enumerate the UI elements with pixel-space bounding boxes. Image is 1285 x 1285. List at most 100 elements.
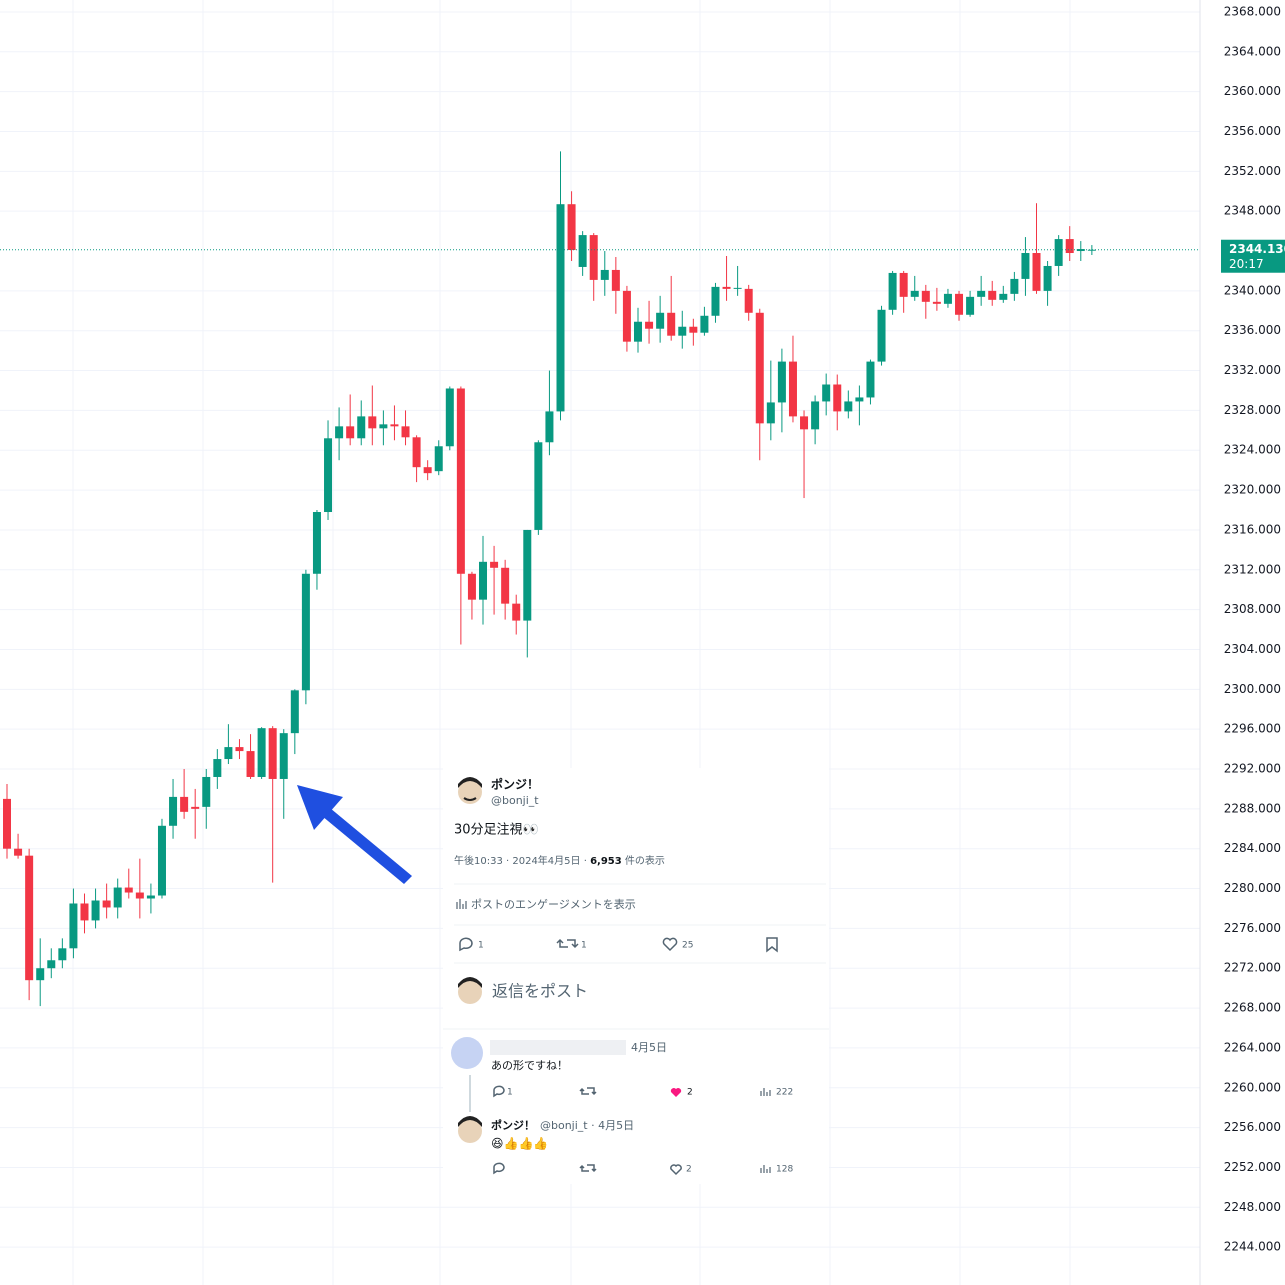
candle-body [113, 887, 122, 908]
y-tick-label: 2252.000 [1224, 1160, 1281, 1174]
candle-body [877, 309, 886, 362]
candle-body [645, 321, 654, 329]
candle-body [69, 903, 78, 949]
candle-body [899, 272, 908, 297]
y-tick-label: 2324.000 [1224, 443, 1281, 457]
reply-icon[interactable] [493, 1162, 505, 1175]
candle-body [932, 301, 941, 304]
blurred-name [490, 1040, 626, 1055]
candle-body [191, 806, 200, 809]
candle-body [512, 603, 521, 621]
candle-body [124, 887, 133, 893]
y-tick-label: 2312.000 [1224, 562, 1281, 576]
repost-icon[interactable] [556, 938, 579, 949]
y-tick-label: 2340.000 [1224, 283, 1281, 297]
candle-body [324, 438, 333, 513]
candle-body [257, 728, 266, 777]
views-label: 件の表示 [622, 854, 665, 867]
repost-icon[interactable] [579, 1087, 597, 1096]
candle-body [102, 900, 111, 908]
y-tick-label: 2292.000 [1224, 762, 1281, 776]
tweet-text: 30分足注視👀 [454, 823, 539, 838]
avatar [458, 977, 482, 1004]
like-count: 2 [686, 1165, 692, 1175]
candle-body [335, 426, 344, 439]
y-tick-label: 2304.000 [1224, 642, 1281, 656]
stats-icon [456, 899, 467, 909]
reply-prompt[interactable]: 返信をポスト [492, 982, 588, 1001]
candle-body [999, 293, 1008, 300]
candle-body [279, 733, 288, 779]
candle-body [943, 293, 952, 304]
y-tick-label: 2360.000 [1224, 84, 1281, 98]
candles [0, 151, 1200, 1007]
y-tick-label: 2356.000 [1224, 124, 1281, 138]
candle-body [224, 747, 233, 760]
candle-body [866, 361, 875, 398]
reply-icon[interactable] [459, 937, 473, 952]
candle-body [135, 892, 144, 899]
candle-body [268, 728, 277, 779]
candle-body [434, 446, 443, 472]
like-icon[interactable] [670, 1164, 682, 1176]
candle-body [755, 312, 764, 424]
candle-body [412, 437, 421, 468]
engagement-link[interactable]: ポストのエンゲージメントを表示 [471, 897, 636, 911]
candle-body [955, 293, 964, 315]
author[interactable]: ポンジ！ [491, 1118, 535, 1132]
candle-body [58, 948, 67, 961]
candle-body [700, 315, 709, 333]
candle-body [202, 776, 211, 807]
y-tick-label: 2348.000 [1224, 204, 1281, 218]
author[interactable]: ポンジ！ [491, 777, 539, 792]
repost-icon[interactable] [579, 1164, 597, 1173]
candle-body [888, 272, 897, 310]
y-tick-label: 2284.000 [1224, 841, 1281, 855]
y-tick-label: 2268.000 [1224, 1001, 1281, 1015]
candle-body [25, 855, 34, 981]
candle-body [611, 269, 620, 291]
y-tick-label: 2248.000 [1224, 1200, 1281, 1214]
reply-date: 4月5日 [631, 1041, 667, 1054]
candle-body [589, 235, 598, 280]
blurred-avatar [451, 1037, 483, 1069]
last-price-box [1221, 239, 1285, 273]
handle[interactable]: @bonji_t [491, 794, 539, 807]
handle-date: @bonji_t · 4月5日 [540, 1119, 634, 1132]
candle-body [445, 388, 454, 447]
candle-body [777, 361, 786, 403]
y-tick-label: 2264.000 [1224, 1040, 1281, 1054]
reply-text: あの形ですね！ [491, 1059, 568, 1072]
meta: 午後10:33 · 2024年4月5日 · 6,953 件の表示 [454, 854, 665, 867]
candle-body [788, 361, 797, 417]
like-icon[interactable] [670, 1088, 682, 1097]
bookmark-icon[interactable] [766, 937, 778, 953]
candle-body [146, 895, 155, 899]
candle-body [290, 690, 299, 734]
view-count: 128 [776, 1165, 793, 1175]
like-icon[interactable] [662, 937, 678, 952]
candle-body [479, 561, 488, 600]
candle-body [490, 561, 499, 568]
candle-body [390, 424, 399, 427]
candle-body [744, 288, 753, 313]
candle-body [966, 296, 975, 315]
views-icon [760, 1088, 771, 1096]
y-tick-label: 2368.000 [1224, 4, 1281, 18]
candle-body [622, 290, 631, 342]
candle-body [667, 312, 676, 336]
price-axis: 2368.000 2364.000 2360.000 2356.000 2352.000… [1199, 0, 1285, 1285]
candle-body [766, 402, 775, 424]
y-tick-label: 2300.000 [1224, 682, 1281, 696]
candle-body [1043, 265, 1052, 291]
candle-body [1087, 249, 1096, 251]
reply-icon[interactable] [493, 1085, 505, 1098]
y-tick-label: 2336.000 [1224, 323, 1281, 337]
arrow [297, 785, 412, 884]
timestamp: 午後10:33 · 2024年4月5日 · [454, 854, 590, 867]
grid [0, 0, 1200, 1285]
candle-body [1054, 239, 1063, 266]
candle-body [722, 286, 731, 289]
candle-body [822, 384, 831, 402]
